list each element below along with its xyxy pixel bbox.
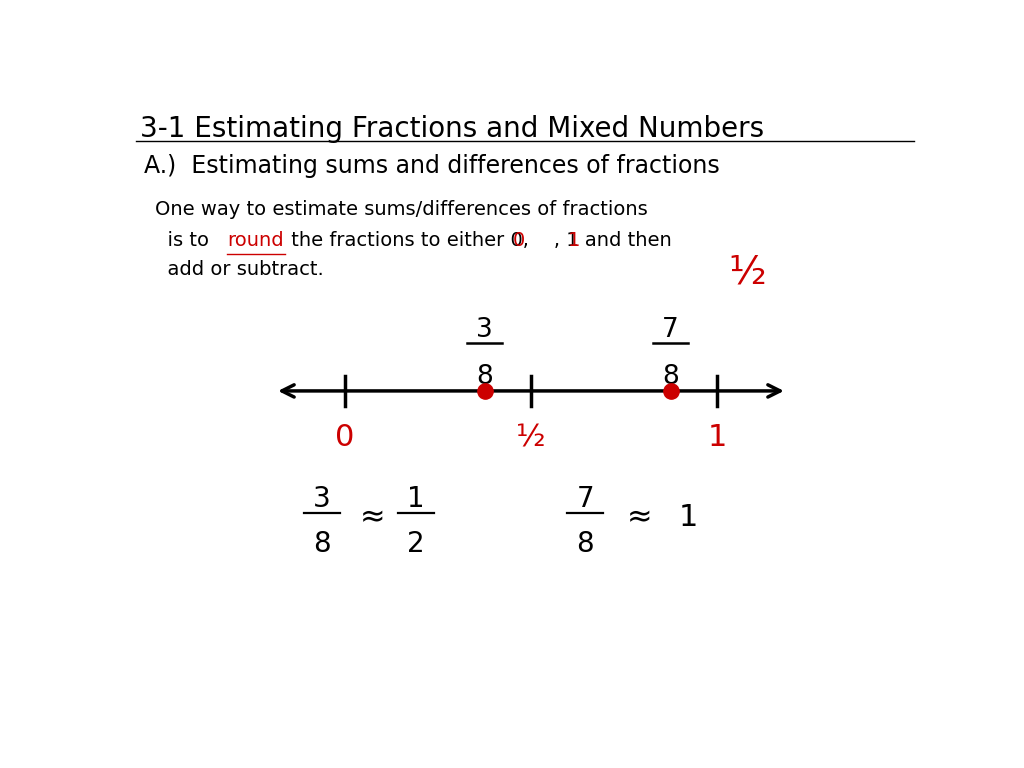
Text: 8: 8	[476, 364, 493, 390]
Text: 1: 1	[408, 485, 425, 512]
Text: is to: is to	[155, 230, 215, 250]
Text: 7: 7	[577, 485, 594, 512]
Text: 8: 8	[313, 529, 331, 558]
Text: ≈: ≈	[359, 504, 385, 532]
Text: One way to estimate sums/differences of fractions: One way to estimate sums/differences of …	[155, 200, 648, 219]
Text: 1: 1	[708, 423, 727, 452]
Text: A.)  Estimating sums and differences of fractions: A.) Estimating sums and differences of f…	[143, 154, 719, 177]
Text: 0: 0	[513, 230, 525, 250]
Text: 3: 3	[476, 317, 493, 343]
Text: 8: 8	[663, 364, 679, 390]
Text: 8: 8	[577, 529, 594, 558]
Text: 1: 1	[678, 504, 697, 532]
Text: the fractions to either 0,    , 1 and then: the fractions to either 0, , 1 and then	[285, 230, 672, 250]
Text: ½: ½	[516, 423, 546, 452]
Text: 0: 0	[335, 423, 354, 452]
Text: ≈: ≈	[627, 504, 652, 532]
Text: 1: 1	[567, 230, 580, 250]
Text: round: round	[227, 230, 284, 250]
Text: add or subtract.: add or subtract.	[155, 260, 324, 279]
Text: 7: 7	[663, 317, 679, 343]
Text: 3-1 Estimating Fractions and Mixed Numbers: 3-1 Estimating Fractions and Mixed Numbe…	[139, 115, 764, 144]
Text: 3: 3	[313, 485, 331, 512]
Text: 2: 2	[408, 529, 425, 558]
Text: ½: ½	[729, 254, 766, 292]
